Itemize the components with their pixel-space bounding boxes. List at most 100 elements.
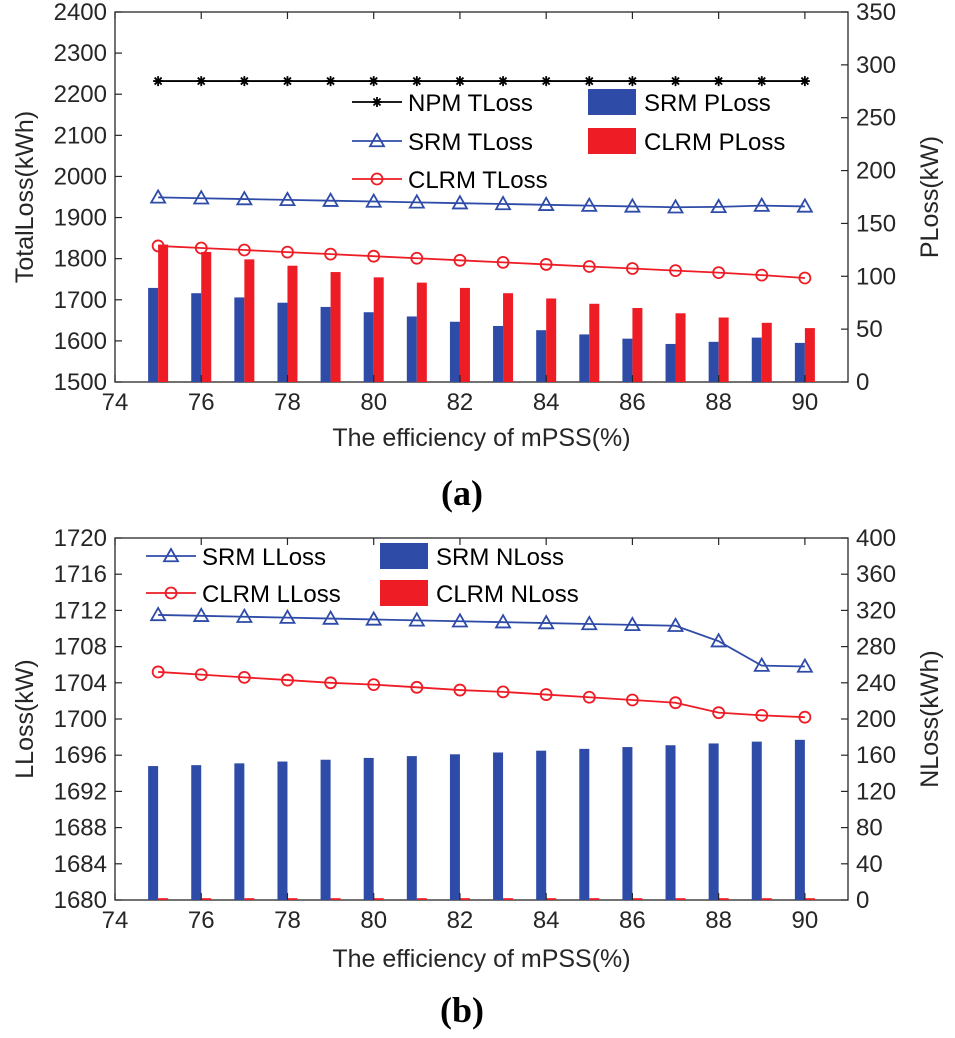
point-npm-tloss xyxy=(498,76,509,87)
legend-label-clrm-lloss: CLRM LLoss xyxy=(202,581,341,608)
point-clrm-tloss xyxy=(324,247,337,261)
point-srm-lloss xyxy=(537,614,555,630)
y-tick-label: 1720 xyxy=(54,525,107,552)
x-tick-label: 88 xyxy=(705,389,732,416)
y2-tick-label: 400 xyxy=(856,525,896,552)
point-clrm-tloss xyxy=(151,239,165,253)
point-clrm-lloss xyxy=(712,706,726,720)
point-npm-tloss xyxy=(713,76,724,87)
bar-clrm-ploss xyxy=(459,287,470,382)
bar-srm-nloss xyxy=(665,745,676,900)
point-clrm-tloss xyxy=(669,264,682,277)
y-tick-label: 1708 xyxy=(54,634,107,661)
point-clrm-lloss xyxy=(410,680,424,694)
bar-clrm-ploss xyxy=(244,259,255,382)
y2-tick-label: 320 xyxy=(856,597,896,624)
bar-clrm-ploss xyxy=(589,303,600,382)
x-tick-label: 86 xyxy=(619,389,646,416)
x-tick-label: 76 xyxy=(188,389,215,416)
series-line-srm-tloss xyxy=(158,196,805,209)
y2-tick-label: 300 xyxy=(856,52,896,79)
y-tick-label: 1700 xyxy=(54,287,107,314)
x-tick-label: 90 xyxy=(792,907,819,934)
bar-srm-ploss xyxy=(191,293,202,382)
point-clrm-tloss xyxy=(410,251,424,265)
x-tick-label: 76 xyxy=(188,907,215,934)
point-srm-tloss xyxy=(537,195,555,211)
point-srm-tloss xyxy=(623,197,641,213)
bar-srm-nloss xyxy=(148,766,159,900)
point-clrm-lloss xyxy=(582,690,596,704)
point-clrm-lloss xyxy=(496,685,510,699)
point-npm-tloss xyxy=(239,76,250,87)
bar-srm-ploss xyxy=(320,306,331,382)
x-axis-label: The efficiency of mPSS(%) xyxy=(332,424,630,452)
bar-clrm-nloss xyxy=(503,898,514,900)
bar-srm-ploss xyxy=(794,342,805,382)
y-tick-label: 1800 xyxy=(54,246,107,273)
bar-clrm-nloss xyxy=(546,898,557,900)
y2-tick-label: 160 xyxy=(856,742,896,769)
point-clrm-lloss xyxy=(669,696,682,710)
bar-srm-ploss xyxy=(234,297,245,382)
bar-clrm-ploss xyxy=(330,272,341,382)
bar-clrm-ploss xyxy=(201,251,212,382)
legend: SRM LLoss CLRM LLoss SRM NLoss CLRM NLoss xyxy=(146,543,579,608)
legend-marker-srm-tloss xyxy=(368,132,386,148)
y2-tick-label: 280 xyxy=(856,634,896,661)
legend-swatch-srm-nloss xyxy=(380,543,428,569)
chart-panel-b: 74 76 78 80 82 84 86 88 90 1680 1684 1688 1692 1696 17… xyxy=(11,525,944,1030)
point-srm-tloss xyxy=(149,188,167,204)
point-srm-tloss xyxy=(451,194,469,210)
point-npm-tloss xyxy=(627,76,638,87)
y-tick-label: 1680 xyxy=(54,887,107,914)
bar-srm-nloss xyxy=(320,759,331,900)
legend-marker-clrm-tloss xyxy=(370,172,384,186)
point-clrm-tloss xyxy=(539,258,553,271)
bar-srm-nloss xyxy=(579,748,590,900)
x-tick-label: 74 xyxy=(102,389,129,416)
bar-srm-nloss xyxy=(449,754,460,900)
bar-clrm-ploss xyxy=(287,265,298,382)
bar-clrm-nloss xyxy=(761,898,772,900)
legend-label-srm-nloss: SRM NLoss xyxy=(436,544,564,571)
legend-swatch-clrm-ploss xyxy=(588,128,636,154)
y-tick-label: 1684 xyxy=(54,851,107,878)
bar-clrm-nloss xyxy=(718,898,729,900)
point-srm-lloss xyxy=(753,656,771,672)
bar-clrm-nloss xyxy=(459,898,470,900)
bar-srm-nloss xyxy=(363,757,374,900)
point-srm-lloss xyxy=(365,610,383,626)
point-srm-tloss xyxy=(278,191,297,207)
y-tick-label: 1900 xyxy=(54,205,107,232)
point-npm-tloss xyxy=(368,76,379,87)
bar-srm-ploss xyxy=(708,341,719,382)
point-npm-tloss xyxy=(799,76,810,87)
point-npm-tloss xyxy=(282,76,293,87)
point-npm-tloss xyxy=(153,76,164,87)
bar-clrm-ploss xyxy=(158,244,169,382)
point-srm-lloss xyxy=(235,607,253,623)
legend-label-srm-ploss: SRM PLoss xyxy=(644,90,771,117)
point-srm-lloss xyxy=(796,657,814,673)
point-clrm-lloss xyxy=(281,673,294,687)
y2-tick-label: 240 xyxy=(856,670,896,697)
plot-area xyxy=(114,11,849,383)
legend-label-npm-tloss: NPM TLoss xyxy=(408,90,533,117)
bar-srm-ploss xyxy=(449,321,460,382)
bar-srm-nloss xyxy=(234,763,245,900)
bar-clrm-nloss xyxy=(675,898,686,900)
point-srm-lloss xyxy=(149,606,167,622)
point-srm-lloss xyxy=(494,613,512,629)
point-clrm-tloss xyxy=(712,266,726,280)
y-tick-label: 1716 xyxy=(54,561,107,588)
y2-tick-label: 0 xyxy=(856,887,869,914)
y-tick-label: 1688 xyxy=(54,815,107,842)
y-tick-label: 2300 xyxy=(54,40,107,67)
bar-clrm-nloss xyxy=(287,898,298,900)
y-tick-label: 1704 xyxy=(54,670,107,697)
point-clrm-tloss xyxy=(496,255,510,269)
y2-axis-label: NLoss(kWh) xyxy=(916,650,944,788)
legend-label-clrm-nloss: CLRM NLoss xyxy=(436,581,579,608)
